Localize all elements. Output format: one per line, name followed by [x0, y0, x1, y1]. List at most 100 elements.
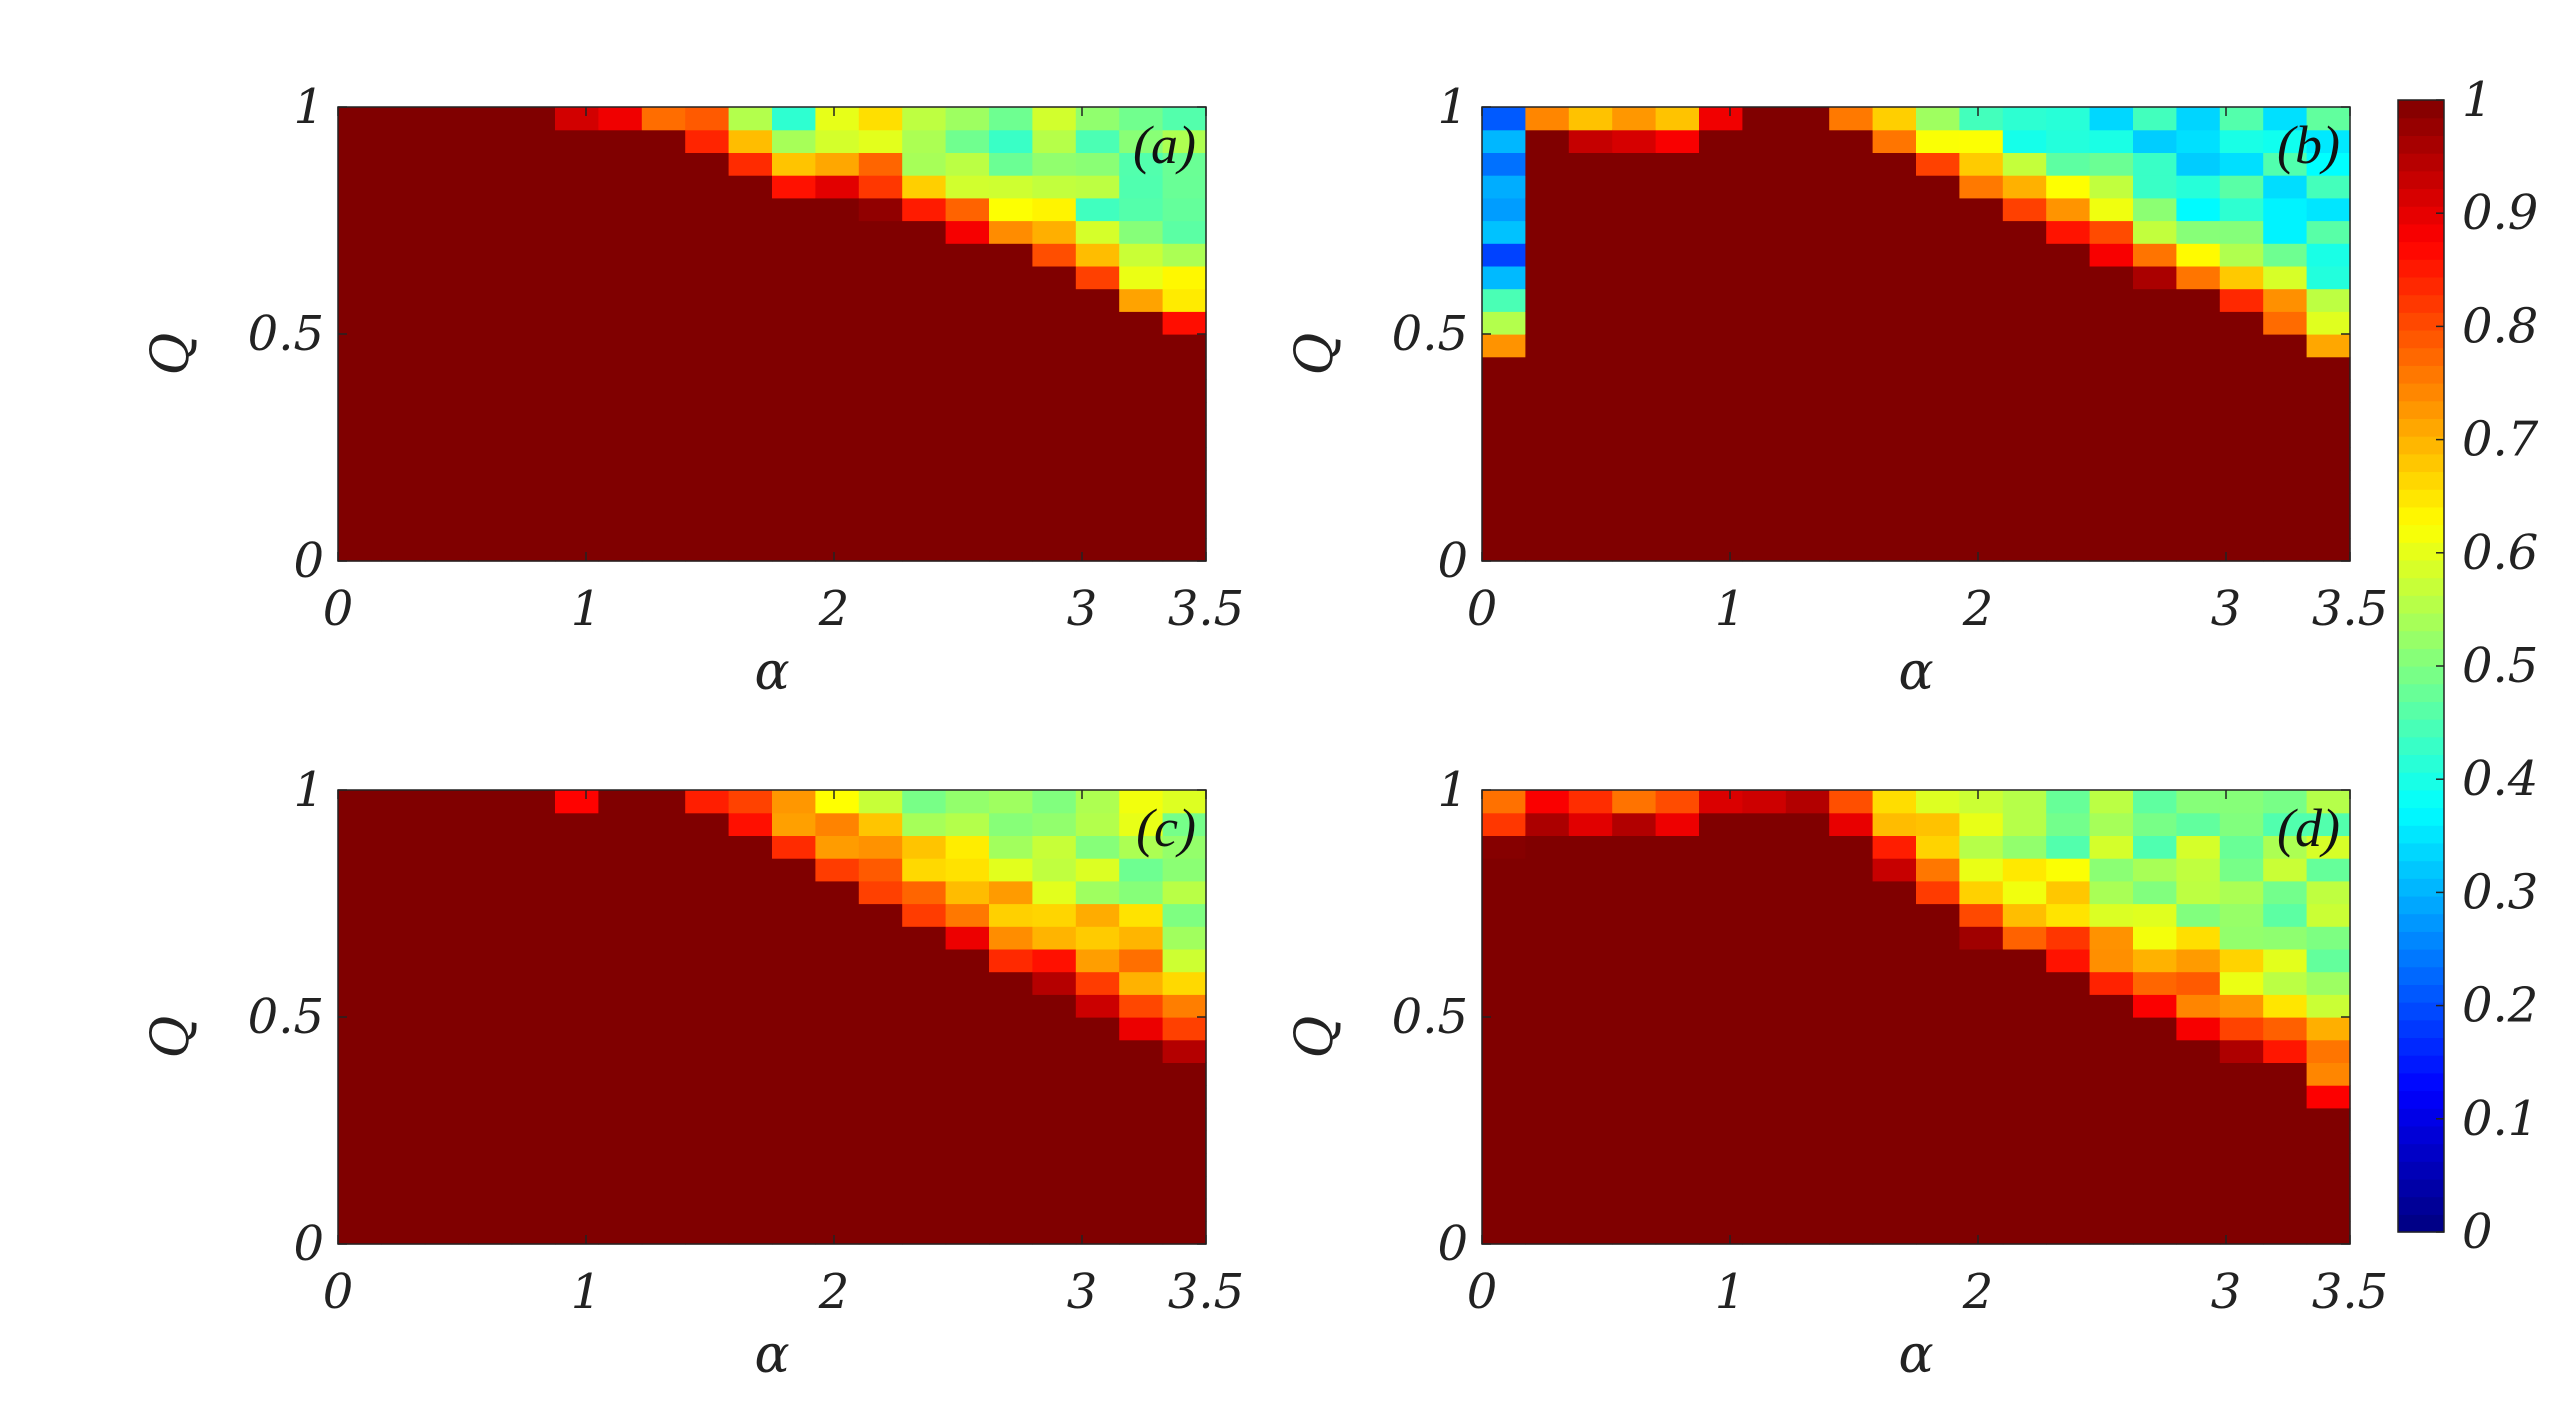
heatmap-cell	[1075, 812, 1120, 836]
heatmap-cell	[1916, 492, 1960, 517]
heatmap-cell	[641, 129, 686, 153]
heatmap-cell	[1482, 470, 1526, 494]
colorbar-segment	[2398, 153, 2444, 172]
heatmap-cell	[381, 1153, 426, 1177]
heatmap-cell	[685, 175, 730, 199]
heatmap-cell	[1162, 288, 1207, 312]
heatmap-cell	[424, 971, 469, 995]
heatmap-cell	[1525, 1017, 1570, 1041]
heatmap-cell	[2046, 1017, 2091, 1041]
heatmap-cell	[1568, 107, 1613, 131]
heatmap-cell	[1959, 447, 2004, 471]
heatmap-cell	[1785, 1107, 1830, 1132]
heatmap-cell	[1568, 447, 1613, 471]
heatmap-cell	[1699, 1017, 1743, 1041]
heatmap-cell	[1742, 835, 1787, 859]
heatmap-cell	[2176, 424, 2221, 449]
heatmap-cell	[468, 220, 513, 244]
heatmap-cell	[2089, 1153, 2134, 1177]
heatmap-cell	[1959, 926, 2004, 950]
heatmap-cell	[2089, 1039, 2134, 1063]
heatmap-cell	[685, 220, 730, 244]
heatmap-cell	[2046, 1039, 2091, 1063]
heatmap-cell	[511, 790, 556, 814]
heatmap-cell	[858, 1130, 903, 1154]
heatmap-cell	[902, 424, 947, 449]
heatmap-cell	[1959, 424, 2004, 449]
heatmap-cell	[685, 197, 730, 222]
heatmap-cell	[728, 1221, 773, 1245]
heatmap-cell	[2046, 880, 2091, 905]
heatmap-cell	[1032, 288, 1077, 312]
heatmap-cell	[989, 538, 1033, 562]
heatmap-cell	[1568, 334, 1613, 358]
heatmap-cell	[468, 538, 513, 562]
heatmap-cell	[2219, 1107, 2264, 1132]
heatmap-cell	[338, 1198, 382, 1222]
heatmap-cell	[1525, 948, 1570, 973]
heatmap-cell	[598, 1062, 643, 1086]
heatmap-cell	[511, 311, 556, 335]
colorbar-segment	[2398, 1019, 2444, 1039]
heatmap-cell	[1162, 538, 1207, 562]
heatmap-cell	[381, 515, 426, 539]
y-tick-label: 0	[1437, 1216, 1468, 1272]
heatmap-cell	[1482, 1130, 1526, 1154]
heatmap-cell	[468, 356, 513, 380]
heatmap-cell	[2263, 175, 2308, 199]
heatmap-cell	[2176, 334, 2221, 358]
heatmap-cell	[641, 1175, 686, 1200]
heatmap-cell	[1162, 994, 1207, 1018]
heatmap-cell	[2219, 107, 2264, 131]
heatmap-cell	[2002, 515, 2047, 539]
heatmap-cell	[338, 379, 382, 403]
heatmap-cell	[1742, 948, 1787, 973]
heatmap-cell	[989, 356, 1033, 380]
heatmap-cell	[338, 903, 382, 927]
heatmap-cell	[1162, 197, 1207, 222]
heatmap-cell	[728, 903, 773, 927]
colorbar-segment	[2398, 949, 2444, 968]
heatmap-cell	[1568, 197, 1613, 222]
heatmap-cell	[728, 971, 773, 995]
heatmap-cell	[989, 334, 1033, 358]
heatmap-cell	[945, 243, 990, 267]
heatmap-cell	[2133, 288, 2177, 312]
heatmap-cell	[2306, 835, 2351, 859]
heatmap-cell	[424, 470, 469, 494]
heatmap-cell	[1655, 243, 1700, 267]
heatmap-cell	[1916, 243, 1960, 267]
heatmap-cell	[1119, 243, 1164, 267]
heatmap-cell	[1568, 1085, 1613, 1109]
heatmap-cell	[2002, 492, 2047, 517]
heatmap-cell	[1829, 356, 1874, 380]
heatmap-cell	[1872, 1085, 1917, 1109]
heatmap-cell	[989, 515, 1033, 539]
heatmap-cell	[2133, 129, 2177, 153]
heatmap-cell	[468, 152, 513, 176]
heatmap-cell	[381, 994, 426, 1018]
heatmap-cell	[2133, 1017, 2177, 1041]
heatmap-cell	[902, 948, 947, 973]
heatmap-cell	[1872, 334, 1917, 358]
heatmap-cell	[2002, 1017, 2047, 1041]
heatmap-cell	[2002, 948, 2047, 973]
heatmap-cell	[1785, 858, 1830, 882]
heatmap-cell	[1699, 994, 1743, 1018]
heatmap-cell	[1829, 1107, 1874, 1132]
heatmap-cell	[511, 835, 556, 859]
heatmap-cell	[1525, 994, 1570, 1018]
heatmap-cell	[1568, 835, 1613, 859]
heatmap-cell	[424, 858, 469, 882]
heatmap-cell	[1075, 1198, 1120, 1222]
heatmap-cell	[1655, 903, 1700, 927]
heatmap-cell	[1959, 265, 2004, 290]
x-tick-label: 3.5	[2312, 581, 2388, 637]
heatmap-cell	[1482, 538, 1526, 562]
heatmap-cell	[2089, 903, 2134, 927]
heatmap-cell	[1916, 379, 1960, 403]
heatmap-cell	[815, 926, 860, 950]
heatmap-cell	[858, 926, 903, 950]
heatmap-cell	[902, 1085, 947, 1109]
heatmap-cell	[1699, 515, 1743, 539]
